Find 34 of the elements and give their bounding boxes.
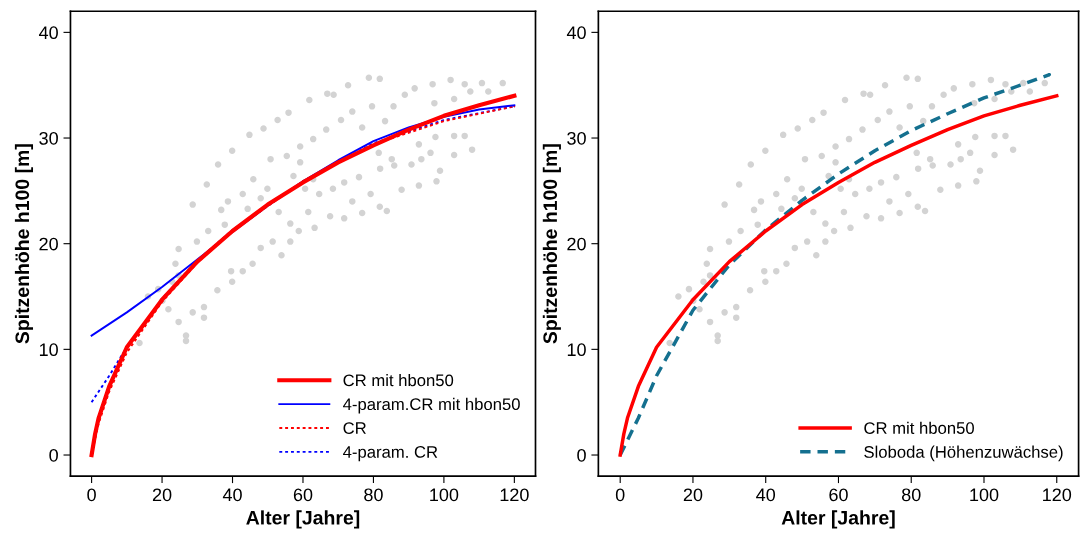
x-tick-label: 100 xyxy=(430,488,459,502)
x-tick-label: 60 xyxy=(293,488,313,502)
x-tick-label: 40 xyxy=(222,488,242,502)
legend-label: 4-param.CR mit hbon50 xyxy=(343,397,520,414)
x-axis-title: Alter [Jahre] xyxy=(246,510,360,529)
y-tick-label: 10 xyxy=(39,343,58,357)
x-tick-label: 0 xyxy=(615,488,625,502)
x-tick-label: 120 xyxy=(500,488,529,502)
legend-label: 4-param. CR xyxy=(343,446,438,462)
x-axis-title: Alter [Jahre] xyxy=(781,510,895,529)
y-tick-label: 40 xyxy=(38,26,58,40)
y-tick-label: 40 xyxy=(566,26,586,40)
y-tick-label: 10 xyxy=(567,343,586,357)
y-tick-label: 20 xyxy=(567,237,586,251)
legend-label: CR xyxy=(343,422,366,434)
legend-label: CR mit hbon50 xyxy=(343,374,454,387)
legend-label: CR mit hbon50 xyxy=(864,421,974,434)
x-tick-label: 40 xyxy=(756,488,776,502)
y-tick-label: 0 xyxy=(577,448,586,462)
y-tick-label: 30 xyxy=(39,131,58,145)
x-tick-label: 60 xyxy=(829,488,848,502)
x-tick-label: 120 xyxy=(1043,488,1072,502)
y-tick-label: 30 xyxy=(567,131,586,145)
x-tick-label: 80 xyxy=(364,488,383,502)
legend-label: Sloboda (Höhenzuwächse) xyxy=(864,445,1063,462)
x-tick-label: 0 xyxy=(87,488,96,502)
x-tick-label: 20 xyxy=(683,488,703,502)
y-axis-title: Spitzenhöhe h100 [m] xyxy=(542,144,561,344)
x-tick-label: 100 xyxy=(970,488,999,502)
x-tick-label: 80 xyxy=(901,488,921,502)
x-tick-label: 20 xyxy=(152,488,172,502)
y-tick-label: 0 xyxy=(49,448,58,462)
y-axis-title: Spitzenhöhe h100 [m] xyxy=(14,144,34,344)
y-tick-label: 20 xyxy=(39,237,58,251)
